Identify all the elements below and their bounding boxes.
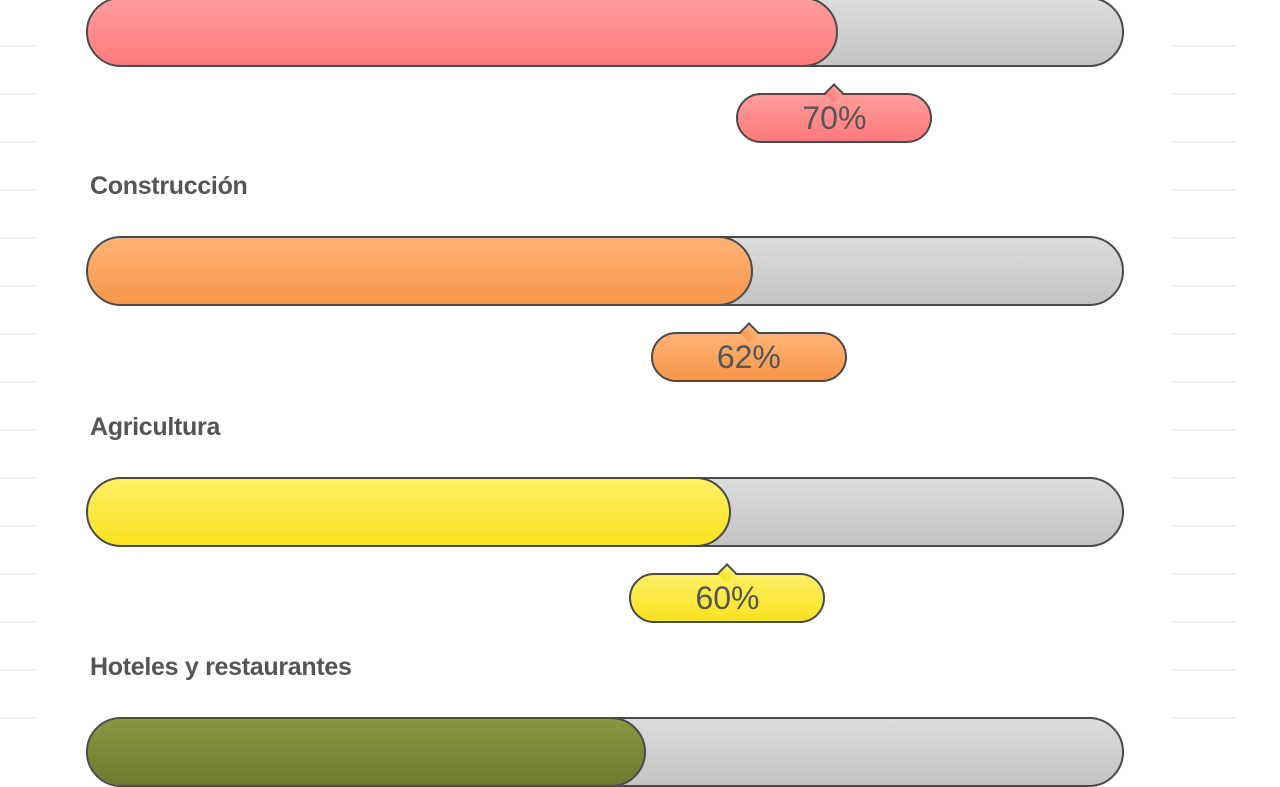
bar-title: Agricultura: [90, 413, 221, 441]
guide-line: [0, 381, 35, 383]
guide-line: [1172, 45, 1237, 47]
guide-line: [1172, 237, 1237, 239]
percent-badge: 62%: [650, 332, 847, 382]
guide-line: [0, 237, 35, 239]
guide-line: [0, 285, 35, 287]
guide-line: [1172, 429, 1237, 431]
progress-fill: [88, 238, 753, 304]
guide-line: [1172, 477, 1237, 479]
guide-line: [0, 333, 35, 335]
progress-fill: [88, 719, 646, 785]
percent-badge: 70%: [736, 93, 933, 143]
guide-line: [1172, 93, 1237, 95]
progress-fill: [88, 0, 839, 65]
progress-bar: [86, 717, 1124, 787]
guide-line: [1172, 573, 1237, 575]
bar-title: Hoteles y restaurantes: [90, 653, 352, 681]
guide-line: [0, 717, 35, 719]
guide-line: [1172, 717, 1237, 719]
guide-line: [0, 141, 35, 143]
guide-line: [1172, 669, 1237, 671]
guide-line: [1172, 333, 1237, 335]
guide-line: [1172, 525, 1237, 527]
guide-line: [0, 477, 35, 479]
guide-line: [1172, 189, 1237, 191]
guide-line: [0, 573, 35, 575]
progress-bar: [86, 236, 1124, 306]
guide-line: [1172, 381, 1237, 383]
guide-line: [1172, 285, 1237, 287]
guide-line: [0, 669, 35, 671]
bar-title: Construcción: [90, 172, 248, 200]
guide-line: [0, 189, 35, 191]
guide-line: [0, 429, 35, 431]
percent-badge: 60%: [629, 573, 826, 623]
progress-fill: [88, 479, 732, 545]
progress-bar: [86, 0, 1124, 67]
guide-line: [0, 93, 35, 95]
guide-line: [1172, 141, 1237, 143]
guide-line: [0, 45, 35, 47]
progress-bar: [86, 477, 1124, 547]
guide-line: [0, 525, 35, 527]
guide-line: [0, 621, 35, 623]
guide-line: [1172, 621, 1237, 623]
